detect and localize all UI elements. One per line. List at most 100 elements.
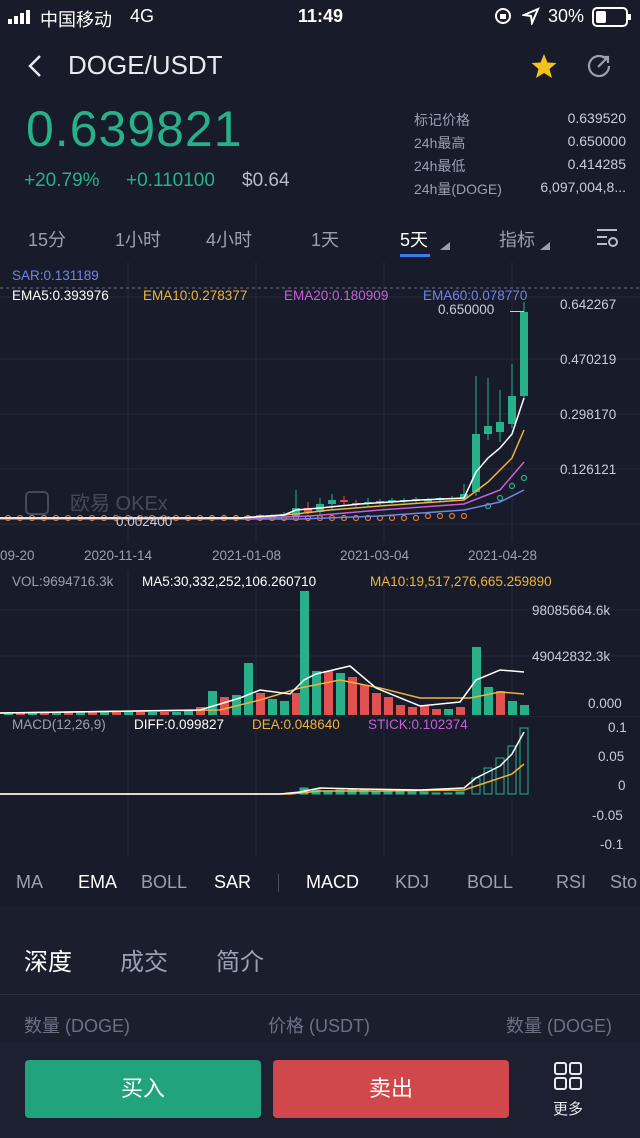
volume-bar <box>420 705 429 715</box>
x-label-2: 2020-11-14 <box>84 548 153 563</box>
macd-bar <box>407 791 417 795</box>
tab-1d[interactable]: 1天 <box>311 230 340 250</box>
carrier-text: 中国移动 <box>40 10 112 30</box>
ind-boll-sub[interactable]: BOLL <box>467 872 514 892</box>
rotation-lock-icon <box>494 7 512 30</box>
volume-chart[interactable] <box>0 570 640 716</box>
volume-bar <box>300 591 309 715</box>
volume-bar <box>312 671 321 715</box>
macd-bar <box>519 727 529 795</box>
macd-bar <box>335 789 345 795</box>
volume-bar <box>64 712 73 715</box>
ema5-value: EMA5:0.393976 <box>12 288 109 303</box>
ema60-line <box>0 489 525 520</box>
ind-stoch[interactable]: Sto <box>610 872 638 892</box>
sar-dot <box>352 514 360 522</box>
more-label[interactable]: 更多 <box>553 1101 584 1118</box>
macd-bar <box>419 791 429 795</box>
more-grid-icon[interactable] <box>554 1062 582 1095</box>
x-label-4: 2021-03-04 <box>340 548 410 563</box>
sar-value: SAR:0.131189 <box>12 268 99 283</box>
candle-body <box>328 500 336 504</box>
tab-15m[interactable]: 15分 <box>28 230 67 250</box>
volume-bar <box>160 712 169 715</box>
volume-bar <box>456 707 465 715</box>
sell-button[interactable]: 卖出 <box>273 1060 509 1118</box>
x-label-5: 2021-04-28 <box>468 548 538 563</box>
volume-bar <box>184 711 193 715</box>
stat-value-low: 0.414285 <box>567 156 626 172</box>
sar-dot <box>364 514 372 522</box>
last-price: 0.639821 <box>26 101 243 157</box>
volume-bar <box>52 712 61 715</box>
ind-sar[interactable]: SAR <box>214 872 252 892</box>
stat-label-mark: 标记价格 <box>414 112 470 128</box>
caret-down-icon <box>540 234 550 255</box>
ind-ma[interactable]: MA <box>16 872 43 892</box>
location-icon <box>520 7 540 30</box>
macd-bar <box>359 789 369 795</box>
tab-trades[interactable]: 成交 <box>120 949 168 976</box>
ind-kdj[interactable]: KDJ <box>395 872 430 892</box>
candle-body <box>496 422 504 432</box>
volume-bar <box>88 712 97 715</box>
chart-settings-icon[interactable] <box>595 226 619 253</box>
macd-y-label-3: 0 <box>618 778 626 793</box>
sar-dot <box>496 494 504 502</box>
tab-divider <box>278 874 279 892</box>
ema20-line <box>0 461 525 519</box>
volume-bar <box>244 663 253 715</box>
clock: 11:49 <box>298 6 344 26</box>
ind-boll-main[interactable]: BOLL <box>141 872 188 892</box>
low-marker: 0.002400 <box>116 514 173 529</box>
active-tab-underline <box>400 254 430 257</box>
macd-diff-line <box>0 731 525 795</box>
stat-label-low: 24h最低 <box>414 158 466 174</box>
sar-dot <box>448 512 456 520</box>
stat-value-volume: 6,097,004,8... <box>540 179 626 195</box>
sar-dot <box>484 502 492 510</box>
volume-bar <box>292 693 301 715</box>
volume-bar <box>208 691 217 715</box>
status-bar: 中国移动 4G 11:49 30% <box>0 0 640 34</box>
vol-y-label-1: 98085664.6k <box>532 603 611 618</box>
tab-indicators[interactable]: 指标 <box>499 230 535 250</box>
volume-bar <box>268 699 277 715</box>
ema10-value: EMA10:0.278377 <box>143 288 248 303</box>
volume-bar <box>124 712 133 715</box>
high-marker: 0.650000 <box>438 302 495 317</box>
macd-bar <box>443 792 453 795</box>
candlestick-chart[interactable]: 欧易 OKEx <box>0 262 640 570</box>
volume-bar <box>472 647 481 715</box>
volume-bar <box>360 685 369 715</box>
volume-bar <box>508 701 517 715</box>
macd-dea-value: DEA:0.048640 <box>252 717 340 732</box>
buy-button[interactable]: 买入 <box>25 1060 261 1118</box>
ind-macd[interactable]: MACD <box>306 872 359 892</box>
ind-ema[interactable]: EMA <box>78 872 118 892</box>
pair-title[interactable]: DOGE/USDT <box>68 50 223 80</box>
macd-y-label-2: 0.05 <box>598 749 625 764</box>
watermark-logo: 欧易 OKEx <box>25 491 168 515</box>
star-icon[interactable] <box>530 52 558 85</box>
macd-chart[interactable] <box>0 716 640 856</box>
tab-1h[interactable]: 1小时 <box>115 230 162 250</box>
depth-header-price: 价格 (USDT) <box>268 1016 370 1036</box>
volume-bar <box>4 713 13 715</box>
tab-4h[interactable]: 4小时 <box>206 230 253 250</box>
ema60-value: EMA60:0.078770 <box>423 288 528 303</box>
ind-rsi[interactable]: RSI <box>556 872 587 892</box>
tab-5d[interactable]: 5天 <box>400 230 429 250</box>
back-icon[interactable] <box>22 52 46 85</box>
macd-bar <box>455 791 465 795</box>
tab-intro[interactable]: 简介 <box>216 949 264 976</box>
sar-dot <box>412 514 420 522</box>
candle-body <box>388 500 396 502</box>
nav-header: DOGE/USDT <box>0 40 640 92</box>
y-label-4: 0.126121 <box>560 462 617 477</box>
share-icon[interactable] <box>585 52 613 85</box>
tab-depth[interactable]: 深度 <box>24 949 72 976</box>
macd-stick-value: STICK:0.102374 <box>368 717 468 732</box>
candle-body <box>292 508 300 516</box>
volume-bar <box>520 705 529 715</box>
